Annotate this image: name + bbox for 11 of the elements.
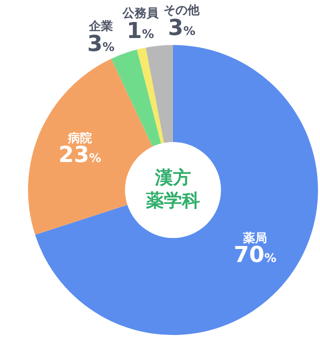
data-label: 70% [234, 243, 276, 268]
slice-label: 企業 [88, 19, 114, 34]
text: 漢方薬学科 [146, 168, 200, 212]
slice-label: 薬局 [242, 230, 268, 245]
data-label: 3% [168, 16, 196, 41]
slice-label: その他 [164, 3, 200, 18]
data-label: 1% [126, 18, 154, 44]
slice-label: 公務員 [122, 6, 158, 20]
data-label: 23% [58, 143, 102, 168]
data-label: 3% [87, 32, 115, 57]
slice-label: 病院 [66, 130, 93, 145]
